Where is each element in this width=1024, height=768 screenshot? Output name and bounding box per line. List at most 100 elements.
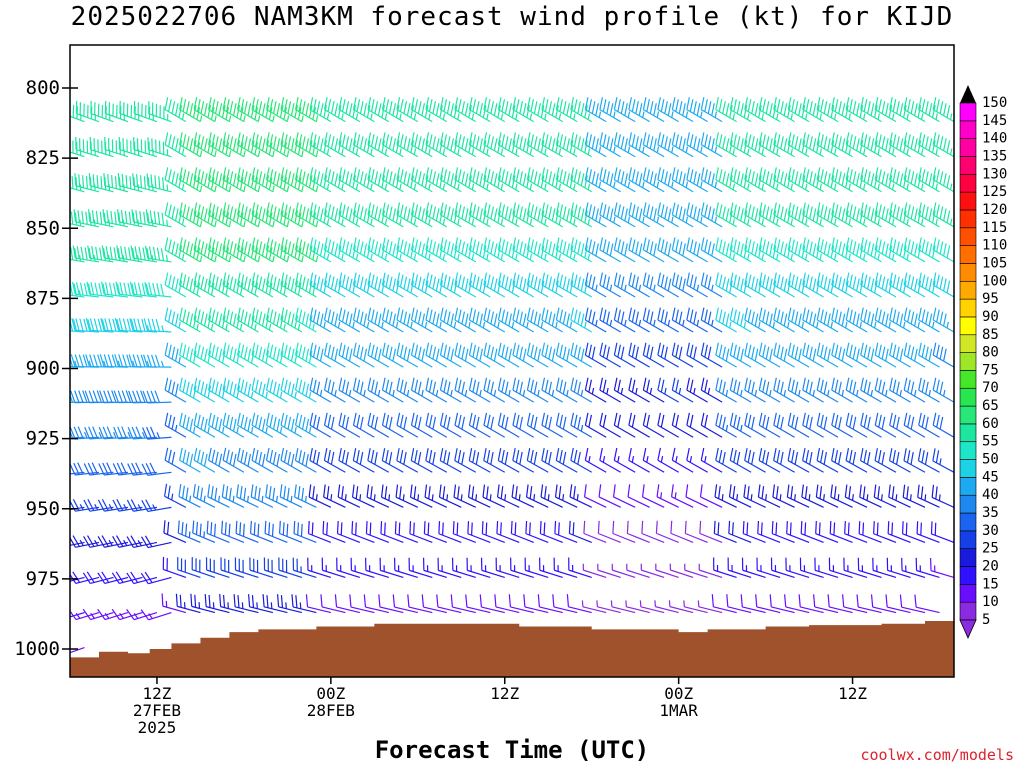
barb-flag [106, 462, 113, 475]
barb-half-flag [555, 321, 558, 329]
barb-flag [493, 243, 498, 257]
wind-barb [266, 167, 290, 193]
barb-flag [279, 350, 284, 364]
barb-flag [754, 103, 759, 116]
wind-barb [454, 272, 477, 298]
barb-flag [203, 173, 208, 186]
barb-shaft [756, 606, 781, 614]
barb-flag [211, 169, 216, 182]
barb-flag [225, 107, 230, 120]
barb-flag [809, 136, 813, 149]
barb-flag [236, 105, 241, 118]
barb-flag [254, 107, 259, 120]
barb-flag [802, 307, 806, 321]
barb-flag [772, 280, 777, 294]
barb-flag [185, 206, 190, 219]
barb-flag [294, 132, 299, 145]
barb-flag [182, 449, 187, 463]
barb-flag [501, 344, 506, 358]
barb-flag [370, 169, 375, 182]
barb-half-flag [515, 218, 518, 225]
barb-flag [693, 346, 697, 360]
barb-flag [43, 318, 46, 330]
barb-flag [251, 167, 256, 180]
barb-half-flag [373, 494, 376, 501]
barb-flag [675, 99, 679, 112]
barb-flag [537, 313, 541, 327]
barb-flag [189, 278, 194, 292]
barb-flag [497, 280, 501, 294]
barb-flag [239, 177, 244, 190]
barb-half-flag [740, 389, 743, 397]
barb-half-flag [108, 539, 113, 546]
barb-flag [77, 462, 84, 475]
barb-flag [501, 169, 506, 182]
barb-flag [381, 448, 386, 461]
barb-flag [522, 173, 527, 186]
wind-barb [163, 520, 187, 543]
barb-flag [75, 282, 80, 295]
barb-flag [707, 346, 712, 360]
barb-flag [744, 237, 748, 251]
barb-flag [207, 105, 212, 118]
wind-barb [425, 97, 448, 123]
barb-flag [312, 486, 315, 499]
barb-flag [308, 105, 313, 118]
wind-barb [626, 563, 650, 579]
barb-flag [178, 210, 183, 223]
barb-flag [399, 344, 404, 358]
barb-flag [729, 202, 734, 215]
wind-barb [512, 412, 535, 438]
barb-flag [798, 348, 802, 362]
barb-flag [497, 245, 501, 259]
wind-barb [396, 132, 419, 158]
barb-flag [237, 97, 241, 110]
barb-flag [562, 241, 567, 255]
barb-flag [802, 167, 806, 180]
barb-flag [624, 243, 628, 257]
barb-flag [776, 204, 781, 217]
barb-flag [588, 99, 592, 112]
barb-flag [591, 311, 596, 325]
barb-flag [744, 307, 748, 321]
barb-flag [266, 97, 270, 110]
barb-flag [490, 416, 495, 430]
barb-flag [250, 245, 255, 259]
barb-half-flag [482, 321, 486, 329]
barb-half-flag [598, 146, 602, 153]
barb-half-flag [74, 360, 78, 368]
wind-barb [729, 377, 752, 403]
barb-half-flag [428, 253, 431, 261]
barb-flag [762, 379, 766, 393]
barb-flag [671, 237, 676, 251]
barb-half-flag [370, 253, 373, 261]
barb-flag [323, 307, 328, 321]
barb-shaft [597, 569, 621, 579]
wind-barb [626, 520, 650, 543]
barb-flag [704, 344, 708, 358]
wind-barb [70, 472, 71, 473]
barb-flag [686, 272, 690, 286]
barb-flag [323, 447, 328, 461]
barb-flag [95, 246, 99, 260]
barb-flag [192, 245, 197, 259]
barb-flag [316, 241, 321, 255]
wind-barb [396, 167, 419, 193]
barb-flag [283, 247, 288, 261]
barb-flag [294, 342, 299, 356]
barb-flag [497, 175, 501, 188]
barb-half-flag [442, 218, 446, 225]
wind-barb [773, 132, 795, 158]
barb-half-flag [747, 183, 750, 190]
wind-barb [394, 557, 418, 579]
barb-half-flag [529, 253, 533, 261]
barb-flag [827, 243, 831, 257]
barb-flag [385, 450, 389, 463]
wind-barb [323, 132, 346, 158]
barb-half-flag [653, 319, 656, 327]
barb-flag [635, 346, 639, 360]
barb-flag [529, 522, 531, 536]
barb-flag [525, 484, 529, 498]
barb-flag [181, 485, 185, 499]
barb-flag [631, 379, 636, 393]
